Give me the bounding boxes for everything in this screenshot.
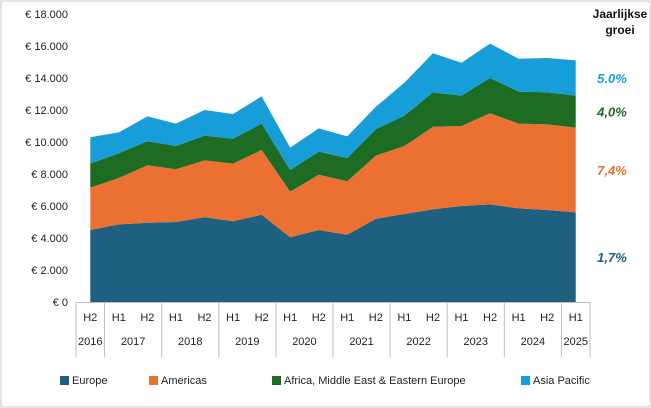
growth-label: 5.0% [597,71,627,86]
y-tick-label: € 0 [53,297,68,309]
growth-label: 4,0% [596,105,627,120]
legend-label: Asia Pacific [533,375,590,387]
x-period-label: H1 [169,312,183,324]
area-americas [90,113,576,238]
x-year-label: 2020 [292,336,316,348]
x-period-label: H2 [540,312,554,324]
x-year-label: 2018 [178,336,202,348]
x-period-label: H1 [454,312,468,324]
x-period-label: H1 [112,312,126,324]
y-tick-label: € 16.000 [25,41,68,53]
x-period-label: H2 [255,312,269,324]
growth-title: groei [605,23,634,37]
x-year-label: 2023 [464,336,488,348]
x-period-label: H2 [83,312,97,324]
legend-swatch [60,376,69,385]
legend-swatch [272,376,281,385]
area-europe [90,204,576,302]
x-year-label: 2017 [121,336,145,348]
x-period-label: H2 [312,312,326,324]
x-period-label: H1 [226,312,240,324]
y-tick-label: € 12.000 [25,105,68,117]
growth-label: 7,4% [597,163,627,178]
x-period-label: H1 [283,312,297,324]
y-tick-label: € 10.000 [25,137,68,149]
x-period-label: H1 [397,312,411,324]
x-period-label: H2 [426,312,440,324]
x-period-label: H1 [569,312,583,324]
y-tick-label: € 14.000 [25,73,68,85]
y-tick-label: € 6.000 [31,201,68,213]
x-year-label: 2022 [406,336,430,348]
x-period-label: H2 [483,312,497,324]
y-tick-label: € 4.000 [31,233,68,245]
x-year-label: 2024 [521,336,545,348]
area-africa-middle-east-eastern-europe [90,78,576,192]
x-period-label: H2 [140,312,154,324]
y-tick-label: € 8.000 [31,169,68,181]
y-tick-label: € 2.000 [31,265,68,277]
x-year-label: 2019 [235,336,259,348]
x-period-label: H1 [512,312,526,324]
x-period-label: H2 [197,312,211,324]
x-year-label: 2025 [563,336,587,348]
area-asia-pacific [90,43,576,170]
growth-label: 1,7% [597,250,627,265]
legend-label: Americas [161,375,207,387]
legend-swatch [521,376,530,385]
x-year-label: 2016 [78,336,102,348]
legend-label: Europe [72,375,107,387]
legend-label: Africa, Middle East & Eastern Europe [284,375,466,387]
x-period-label: H2 [369,312,383,324]
legend-swatch [149,376,158,385]
growth-title: Jaarlijkse [593,7,648,21]
x-period-label: H1 [340,312,354,324]
y-tick-label: € 18.000 [25,9,68,21]
x-year-label: 2021 [349,336,373,348]
